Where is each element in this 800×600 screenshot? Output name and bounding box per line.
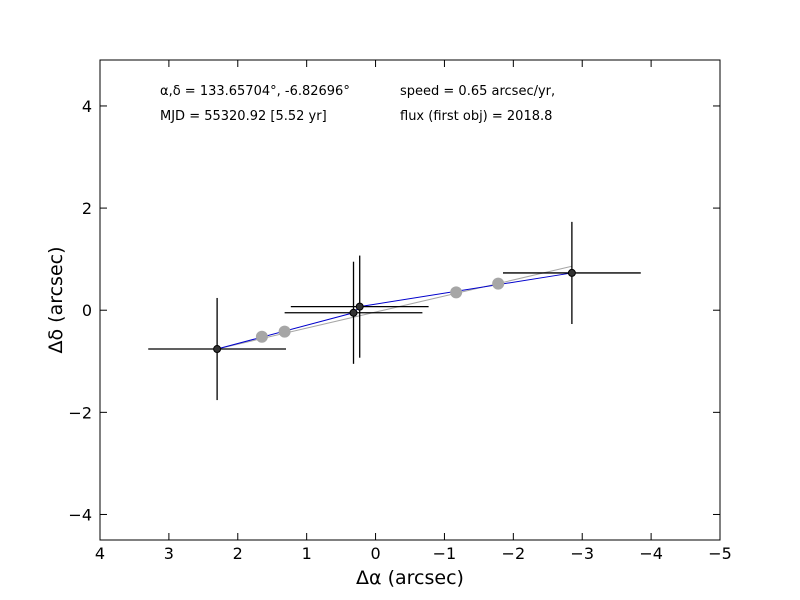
predicted-points-layer: [255, 277, 505, 343]
predicted-point-1: [278, 325, 291, 338]
fit-line-layer: [216, 265, 573, 350]
predicted-point-0: [255, 330, 268, 343]
x-tick-label-9: −5: [708, 544, 732, 563]
predicted-point-2: [450, 286, 463, 299]
observed-point-1: [349, 308, 358, 317]
x-tick-label-7: −3: [570, 544, 594, 563]
plot-frame: [99, 59, 721, 541]
x-axis-label: Δα (arcsec): [356, 567, 464, 589]
observed-point-2: [355, 302, 364, 311]
plot-area: [100, 60, 720, 540]
y-tick-label-2: 0: [82, 301, 92, 320]
x-tick-label-1: 3: [164, 544, 174, 563]
x-tick-label-3: 1: [302, 544, 312, 563]
x-tick-label-8: −4: [639, 544, 663, 563]
y-tick-label-1: 2: [82, 199, 92, 218]
x-tick-label-5: −1: [433, 544, 457, 563]
observed-point-0: [213, 345, 222, 354]
x-ticks: 4 3 2 1 0 −1 −2 −3 −4 −5: [95, 60, 732, 563]
x-tick-label-2: 2: [233, 544, 243, 563]
observed-points-layer: [213, 268, 576, 354]
annotation-mjd: MJD = 55320.92 [5.52 yr]: [160, 109, 327, 124]
y-ticks: 4 2 0 −2 −4: [68, 97, 720, 524]
y-tick-label-0: 4: [82, 97, 92, 116]
x-tick-label-6: −2: [502, 544, 526, 563]
observed-point-3: [567, 268, 576, 277]
predicted-point-3: [492, 277, 505, 290]
annotation-coords: α,δ = 133.65704°, -6.82696°: [160, 84, 350, 99]
y-tick-label-3: −2: [68, 403, 92, 422]
annotation-speed: speed = 0.65 arcsec/yr,: [400, 84, 555, 99]
annotation-flux: flux (first obj) = 2018.8: [400, 109, 552, 124]
y-axis-label: Δδ (arcsec): [45, 246, 67, 353]
fit-line: [216, 265, 573, 350]
y-tick-label-4: −4: [68, 505, 92, 524]
x-tick-label-0: 4: [95, 544, 105, 563]
x-tick-label-4: 0: [370, 544, 380, 563]
